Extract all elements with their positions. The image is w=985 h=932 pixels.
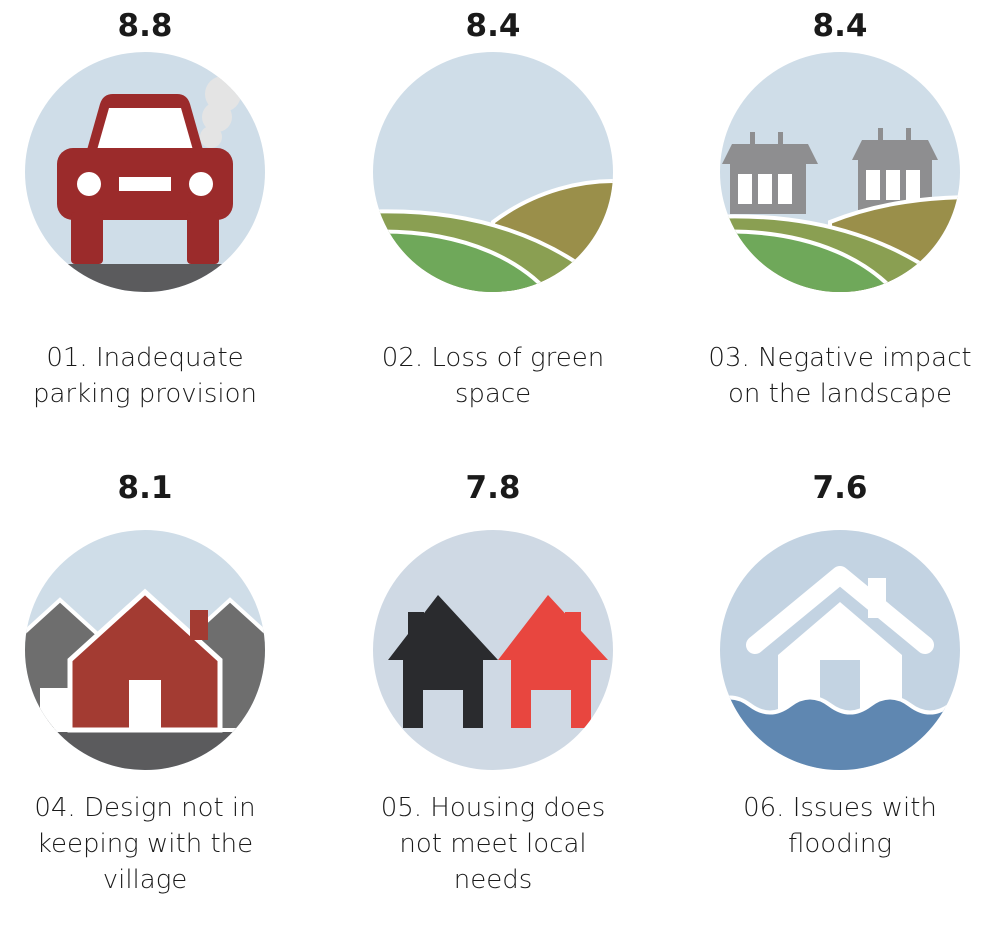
- score: 8.4: [812, 8, 868, 44]
- score: 7.6: [812, 470, 868, 506]
- label: 02. Loss of green space: [381, 343, 605, 409]
- icon-flooding: [720, 530, 960, 770]
- score: 7.8: [465, 470, 521, 506]
- label: 04. Design not in keeping with the villa…: [34, 793, 256, 895]
- label: 01. Inadequate parking provision: [32, 343, 258, 409]
- score: 8.8: [117, 8, 173, 44]
- icon-design: [25, 530, 265, 770]
- label: 05. Housing does not meet local needs: [380, 793, 606, 895]
- label: 06. Issues with flooding: [743, 793, 937, 859]
- score: 8.4: [465, 8, 521, 44]
- score: 8.1: [117, 470, 173, 506]
- label: 03. Negative impact on the landscape: [708, 343, 972, 409]
- icon-housing: [373, 530, 613, 770]
- icon-parking: [25, 52, 265, 292]
- icon-landscape: [720, 52, 960, 292]
- icon-green-space: [373, 52, 613, 292]
